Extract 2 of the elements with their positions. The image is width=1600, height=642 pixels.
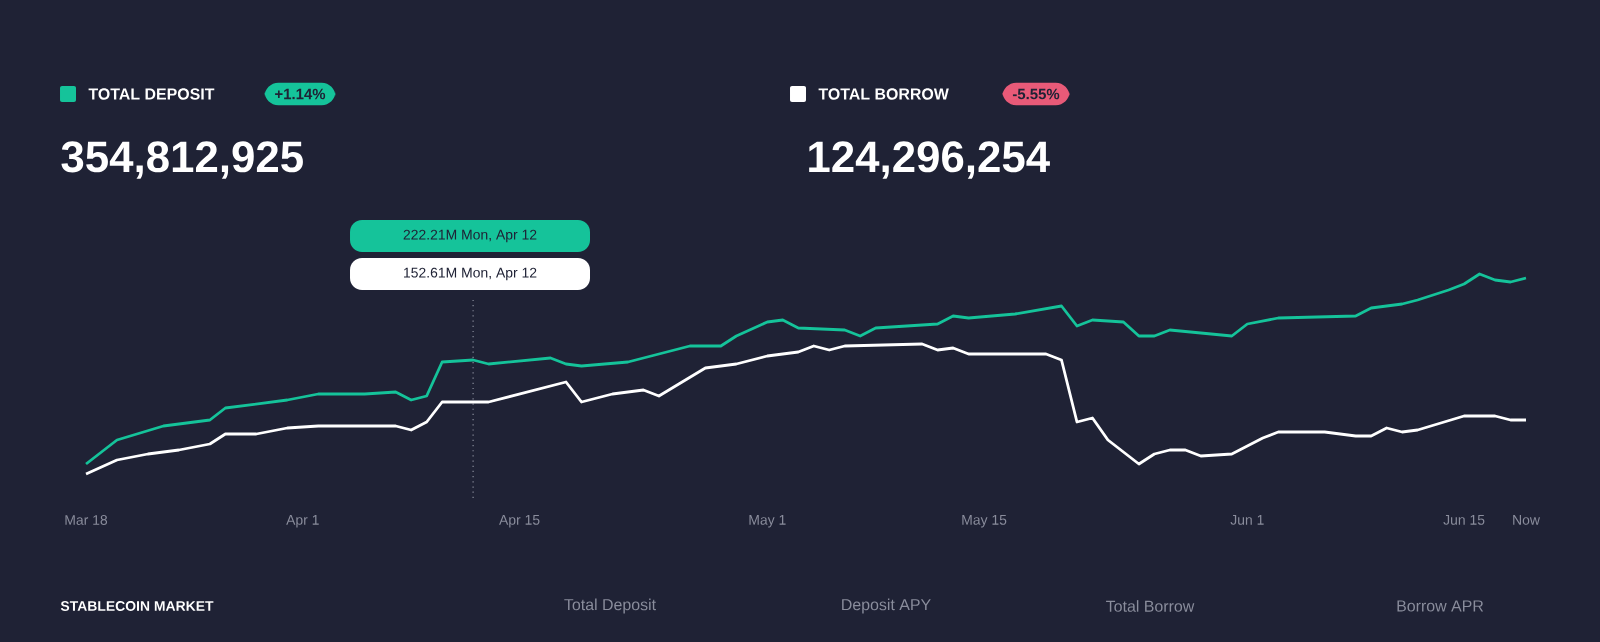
text: 354,812,925: [61, 141, 303, 179]
text: 124,296,254: [809, 141, 1050, 179]
